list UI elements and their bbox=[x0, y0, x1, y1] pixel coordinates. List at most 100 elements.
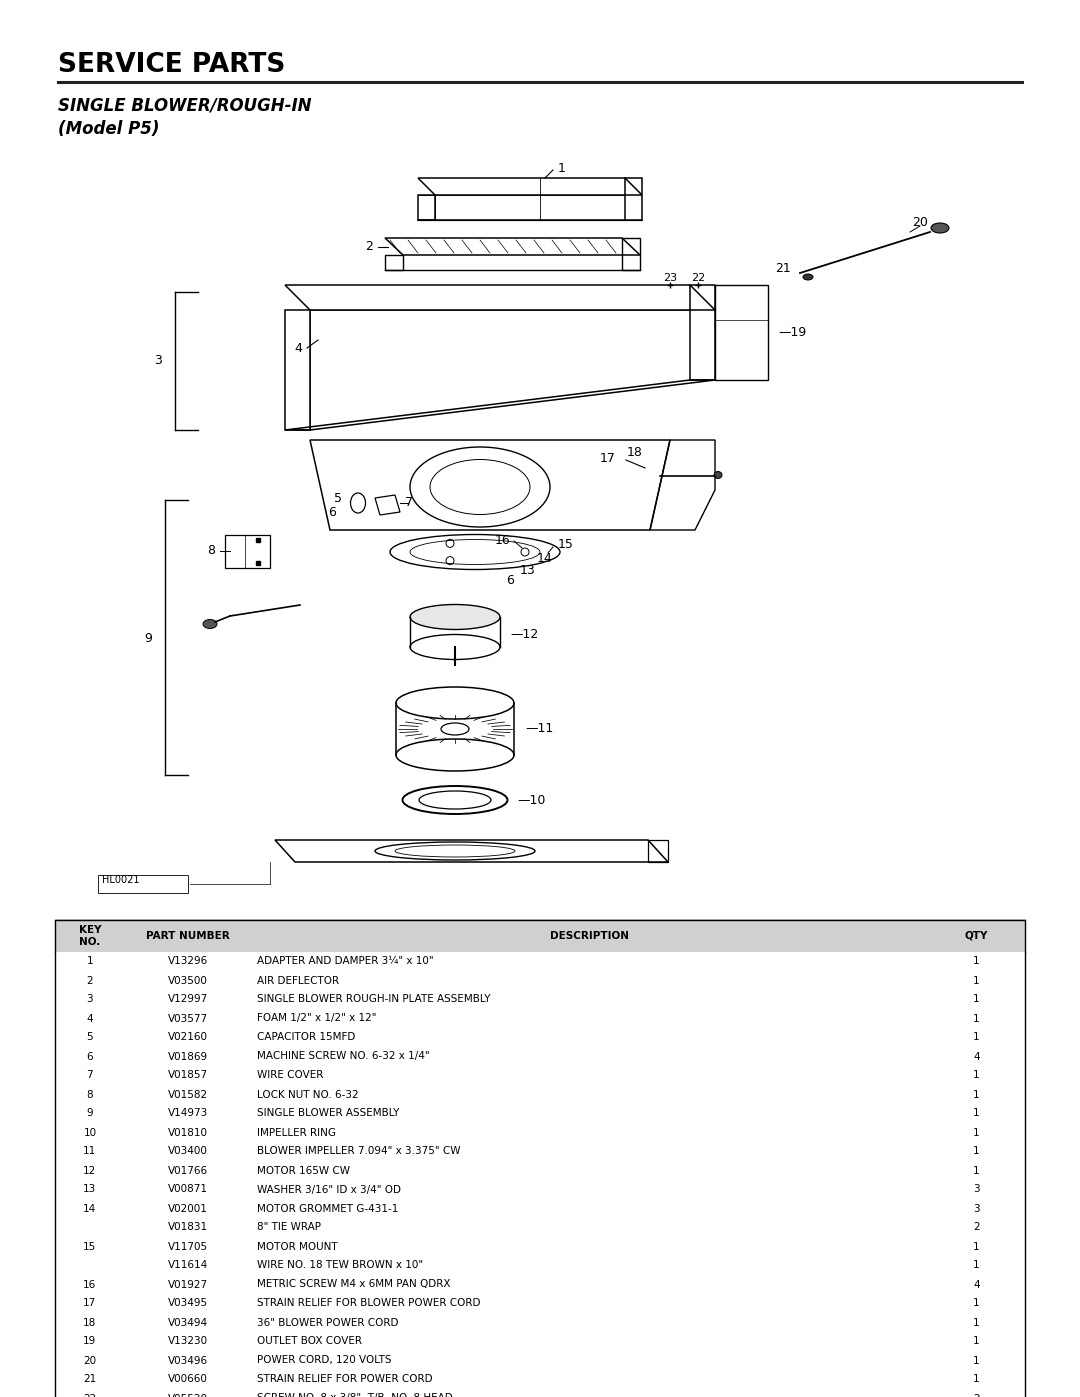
Text: MOTOR GROMMET G-431-1: MOTOR GROMMET G-431-1 bbox=[257, 1203, 399, 1214]
Bar bbox=[55, 951, 1025, 971]
Text: ADAPTER AND DAMPER 3¼" x 10": ADAPTER AND DAMPER 3¼" x 10" bbox=[257, 957, 433, 967]
Text: OUTLET BOX COVER: OUTLET BOX COVER bbox=[257, 1337, 362, 1347]
Text: 9: 9 bbox=[144, 631, 152, 644]
Bar bbox=[55, 921, 1025, 1397]
Text: V02001: V02001 bbox=[168, 1203, 207, 1214]
Text: HL0021: HL0021 bbox=[102, 875, 139, 886]
Text: 1: 1 bbox=[973, 1317, 980, 1327]
Ellipse shape bbox=[714, 472, 723, 479]
Text: 1: 1 bbox=[973, 1032, 980, 1042]
Text: V05520: V05520 bbox=[167, 1393, 207, 1397]
Bar bbox=[55, 1046, 1025, 1066]
Text: 1: 1 bbox=[558, 162, 566, 175]
Text: 1: 1 bbox=[973, 1147, 980, 1157]
Bar bbox=[55, 1351, 1025, 1370]
Text: 15: 15 bbox=[83, 1242, 96, 1252]
Text: 19: 19 bbox=[83, 1337, 96, 1347]
Text: V03400: V03400 bbox=[168, 1147, 207, 1157]
Text: SINGLE BLOWER/ROUGH-IN: SINGLE BLOWER/ROUGH-IN bbox=[58, 96, 311, 115]
Bar bbox=[55, 971, 1025, 990]
Text: 1: 1 bbox=[973, 1355, 980, 1365]
Text: 5: 5 bbox=[86, 1032, 93, 1042]
Text: FOAM 1/2" x 1/2" x 12": FOAM 1/2" x 1/2" x 12" bbox=[257, 1013, 377, 1024]
Text: V02160: V02160 bbox=[167, 1032, 207, 1042]
Text: 13: 13 bbox=[521, 563, 536, 577]
Bar bbox=[55, 1104, 1025, 1123]
Text: V01869: V01869 bbox=[167, 1052, 208, 1062]
Text: 6: 6 bbox=[86, 1052, 93, 1062]
Text: KEY
NO.: KEY NO. bbox=[79, 925, 102, 947]
Text: 22: 22 bbox=[83, 1393, 96, 1397]
Text: V13296: V13296 bbox=[167, 957, 208, 967]
Text: 4: 4 bbox=[294, 341, 302, 355]
Bar bbox=[55, 1199, 1025, 1218]
Text: 1: 1 bbox=[973, 1260, 980, 1270]
Text: 6: 6 bbox=[328, 506, 336, 518]
Text: —19: —19 bbox=[778, 327, 807, 339]
Text: 6: 6 bbox=[507, 574, 514, 587]
Text: 2: 2 bbox=[86, 975, 93, 985]
Text: 8: 8 bbox=[207, 543, 215, 556]
Text: WASHER 3/16" ID x 3/4" OD: WASHER 3/16" ID x 3/4" OD bbox=[257, 1185, 401, 1194]
Text: 1: 1 bbox=[973, 1242, 980, 1252]
Bar bbox=[55, 1331, 1025, 1351]
Text: —10: —10 bbox=[517, 793, 545, 806]
Text: 1: 1 bbox=[973, 1337, 980, 1347]
Text: WIRE COVER: WIRE COVER bbox=[257, 1070, 323, 1080]
Bar bbox=[98, 875, 188, 893]
Bar bbox=[55, 1218, 1025, 1236]
Text: 18: 18 bbox=[627, 447, 643, 460]
Bar bbox=[55, 1256, 1025, 1275]
Text: V03496: V03496 bbox=[167, 1355, 208, 1365]
Bar bbox=[55, 1028, 1025, 1046]
Ellipse shape bbox=[203, 619, 217, 629]
Text: WIRE NO. 18 TEW BROWN x 10": WIRE NO. 18 TEW BROWN x 10" bbox=[257, 1260, 423, 1270]
Text: V03494: V03494 bbox=[167, 1317, 208, 1327]
Text: V12997: V12997 bbox=[167, 995, 208, 1004]
Text: 18: 18 bbox=[83, 1317, 96, 1327]
Text: 12: 12 bbox=[83, 1165, 96, 1175]
Text: V01857: V01857 bbox=[167, 1070, 208, 1080]
Text: 36" BLOWER POWER CORD: 36" BLOWER POWER CORD bbox=[257, 1317, 399, 1327]
Text: 21: 21 bbox=[83, 1375, 96, 1384]
Text: 2: 2 bbox=[973, 1222, 980, 1232]
Text: V01582: V01582 bbox=[167, 1090, 208, 1099]
Text: V11705: V11705 bbox=[167, 1242, 208, 1252]
Bar bbox=[55, 921, 1025, 951]
Bar bbox=[55, 1294, 1025, 1313]
Ellipse shape bbox=[804, 274, 813, 279]
Text: 20: 20 bbox=[83, 1355, 96, 1365]
Text: 3: 3 bbox=[154, 353, 162, 366]
Bar bbox=[55, 1066, 1025, 1085]
Text: SERVICE PARTS: SERVICE PARTS bbox=[58, 52, 285, 78]
Bar bbox=[55, 1389, 1025, 1397]
Text: 1: 1 bbox=[973, 957, 980, 967]
Text: 3: 3 bbox=[973, 1203, 980, 1214]
Text: SINGLE BLOWER ROUGH-IN PLATE ASSEMBLY: SINGLE BLOWER ROUGH-IN PLATE ASSEMBLY bbox=[257, 995, 490, 1004]
Text: 9: 9 bbox=[86, 1108, 93, 1119]
Text: MACHINE SCREW NO. 6-32 x 1/4": MACHINE SCREW NO. 6-32 x 1/4" bbox=[257, 1052, 430, 1062]
Text: 3: 3 bbox=[973, 1185, 980, 1194]
Text: 1: 1 bbox=[973, 1127, 980, 1137]
Text: V00660: V00660 bbox=[168, 1375, 207, 1384]
Bar bbox=[55, 1275, 1025, 1294]
Text: 20: 20 bbox=[913, 215, 928, 229]
Text: 4: 4 bbox=[973, 1052, 980, 1062]
Text: DESCRIPTION: DESCRIPTION bbox=[550, 930, 629, 942]
Text: SINGLE BLOWER ASSEMBLY: SINGLE BLOWER ASSEMBLY bbox=[257, 1108, 400, 1119]
Text: 4: 4 bbox=[973, 1280, 980, 1289]
Text: POWER CORD, 120 VOLTS: POWER CORD, 120 VOLTS bbox=[257, 1355, 391, 1365]
Text: PART NUMBER: PART NUMBER bbox=[146, 930, 230, 942]
Bar bbox=[55, 990, 1025, 1009]
Bar bbox=[55, 1236, 1025, 1256]
Text: 21: 21 bbox=[775, 261, 791, 274]
Text: 8" TIE WRAP: 8" TIE WRAP bbox=[257, 1222, 321, 1232]
Text: —11: —11 bbox=[525, 722, 553, 735]
Text: V01766: V01766 bbox=[167, 1165, 208, 1175]
Text: 3: 3 bbox=[86, 995, 93, 1004]
Text: QTY: QTY bbox=[964, 930, 988, 942]
Text: V01810: V01810 bbox=[167, 1127, 207, 1137]
Text: V03500: V03500 bbox=[168, 975, 207, 985]
Bar bbox=[55, 1370, 1025, 1389]
Bar bbox=[55, 1180, 1025, 1199]
